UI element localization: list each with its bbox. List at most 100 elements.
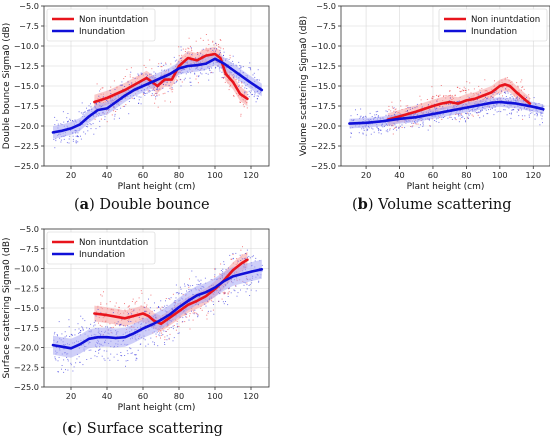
sample-point <box>134 303 136 305</box>
sample-point <box>120 323 122 325</box>
sample-point <box>207 310 209 312</box>
sample-point <box>350 136 352 138</box>
sample-point <box>100 88 102 90</box>
sample-point <box>172 293 174 295</box>
sample-point <box>391 125 393 127</box>
sample-point <box>505 88 507 90</box>
sample-point <box>115 302 117 304</box>
sample-point <box>190 81 192 83</box>
sample-point <box>395 127 397 129</box>
sample-point <box>180 57 182 59</box>
sample-point <box>101 295 103 297</box>
sample-point <box>138 316 140 318</box>
sample-point <box>522 118 524 120</box>
y-tick-label: −7.5 <box>316 21 336 31</box>
sample-point <box>143 92 145 93</box>
sample-point <box>480 110 482 112</box>
sample-point <box>220 263 222 265</box>
sample-point <box>54 331 56 333</box>
sample-point <box>67 360 69 362</box>
sample-point <box>254 260 256 262</box>
sample-point <box>228 74 230 76</box>
sample-point <box>436 107 438 109</box>
sample-point <box>251 256 253 258</box>
legend: Non inuntdation Inundation <box>46 231 156 265</box>
sample-point <box>422 124 424 126</box>
sample-point <box>181 81 183 83</box>
sample-point <box>124 309 126 311</box>
sample-point <box>70 333 72 335</box>
sample-point <box>119 324 121 326</box>
sample-point <box>90 357 92 359</box>
sample-point <box>517 109 519 110</box>
sample-point <box>244 87 246 89</box>
sample-point <box>126 68 128 70</box>
series-line-non_inundation <box>93 52 249 104</box>
sample-point <box>257 69 259 71</box>
sample-point <box>252 74 254 76</box>
sample-point <box>235 64 237 66</box>
sample-point <box>111 114 113 116</box>
sample-point <box>249 92 251 94</box>
sample-point <box>67 369 69 371</box>
sample-point <box>104 118 106 120</box>
sample-point <box>220 270 222 271</box>
sample-point <box>100 302 102 304</box>
sample-point <box>215 50 216 52</box>
sample-point <box>173 56 175 58</box>
sample-point <box>152 341 154 343</box>
sample-point <box>143 338 145 340</box>
sample-point <box>155 92 157 94</box>
sample-point <box>420 103 422 104</box>
sample-point <box>459 87 461 89</box>
sample-point <box>156 95 158 97</box>
sample-point <box>411 122 413 124</box>
sample-point <box>124 86 126 87</box>
sample-point <box>54 356 56 358</box>
sample-point <box>434 107 436 109</box>
sample-point <box>154 302 155 304</box>
sample-point <box>56 334 58 336</box>
x-tick-label: 40 <box>102 170 112 180</box>
sample-point <box>135 354 137 356</box>
sample-point <box>63 359 65 361</box>
sample-point <box>96 356 98 358</box>
sample-point <box>191 310 192 312</box>
sample-point <box>223 261 225 263</box>
sample-point <box>98 349 100 351</box>
sample-point <box>362 132 364 134</box>
sample-point <box>385 110 387 112</box>
sample-point <box>120 352 122 353</box>
sample-point <box>162 307 164 308</box>
sample-point <box>242 246 243 248</box>
sample-point <box>197 53 199 55</box>
sample-point <box>201 73 203 75</box>
x-tick-label: 100 <box>492 170 508 180</box>
sample-point <box>106 121 108 123</box>
sample-point <box>221 71 223 73</box>
sample-point <box>158 334 160 336</box>
sample-point <box>194 309 196 311</box>
sample-point <box>79 331 81 333</box>
sample-point <box>223 263 225 265</box>
sample-point <box>361 128 363 130</box>
sample-point <box>378 129 380 131</box>
sample-point <box>87 110 89 112</box>
sample-point <box>168 298 170 299</box>
sample-point <box>144 302 146 304</box>
sample-point <box>405 105 407 107</box>
sample-point <box>219 70 221 72</box>
sample-point <box>146 304 148 306</box>
sample-point <box>501 91 503 93</box>
sample-point <box>164 305 166 307</box>
sample-point <box>125 365 126 367</box>
sample-point <box>219 273 221 275</box>
sample-point <box>477 114 479 116</box>
sample-point <box>173 325 175 326</box>
sample-point <box>78 111 80 113</box>
chart-panel-a: −25.0 −22.5 −20.0 −17.5 −15.0 −12.5 −10.0 −7.5 −… <box>2 1 270 192</box>
sample-point <box>77 136 79 138</box>
sample-point <box>371 127 373 129</box>
sample-point <box>435 107 437 109</box>
